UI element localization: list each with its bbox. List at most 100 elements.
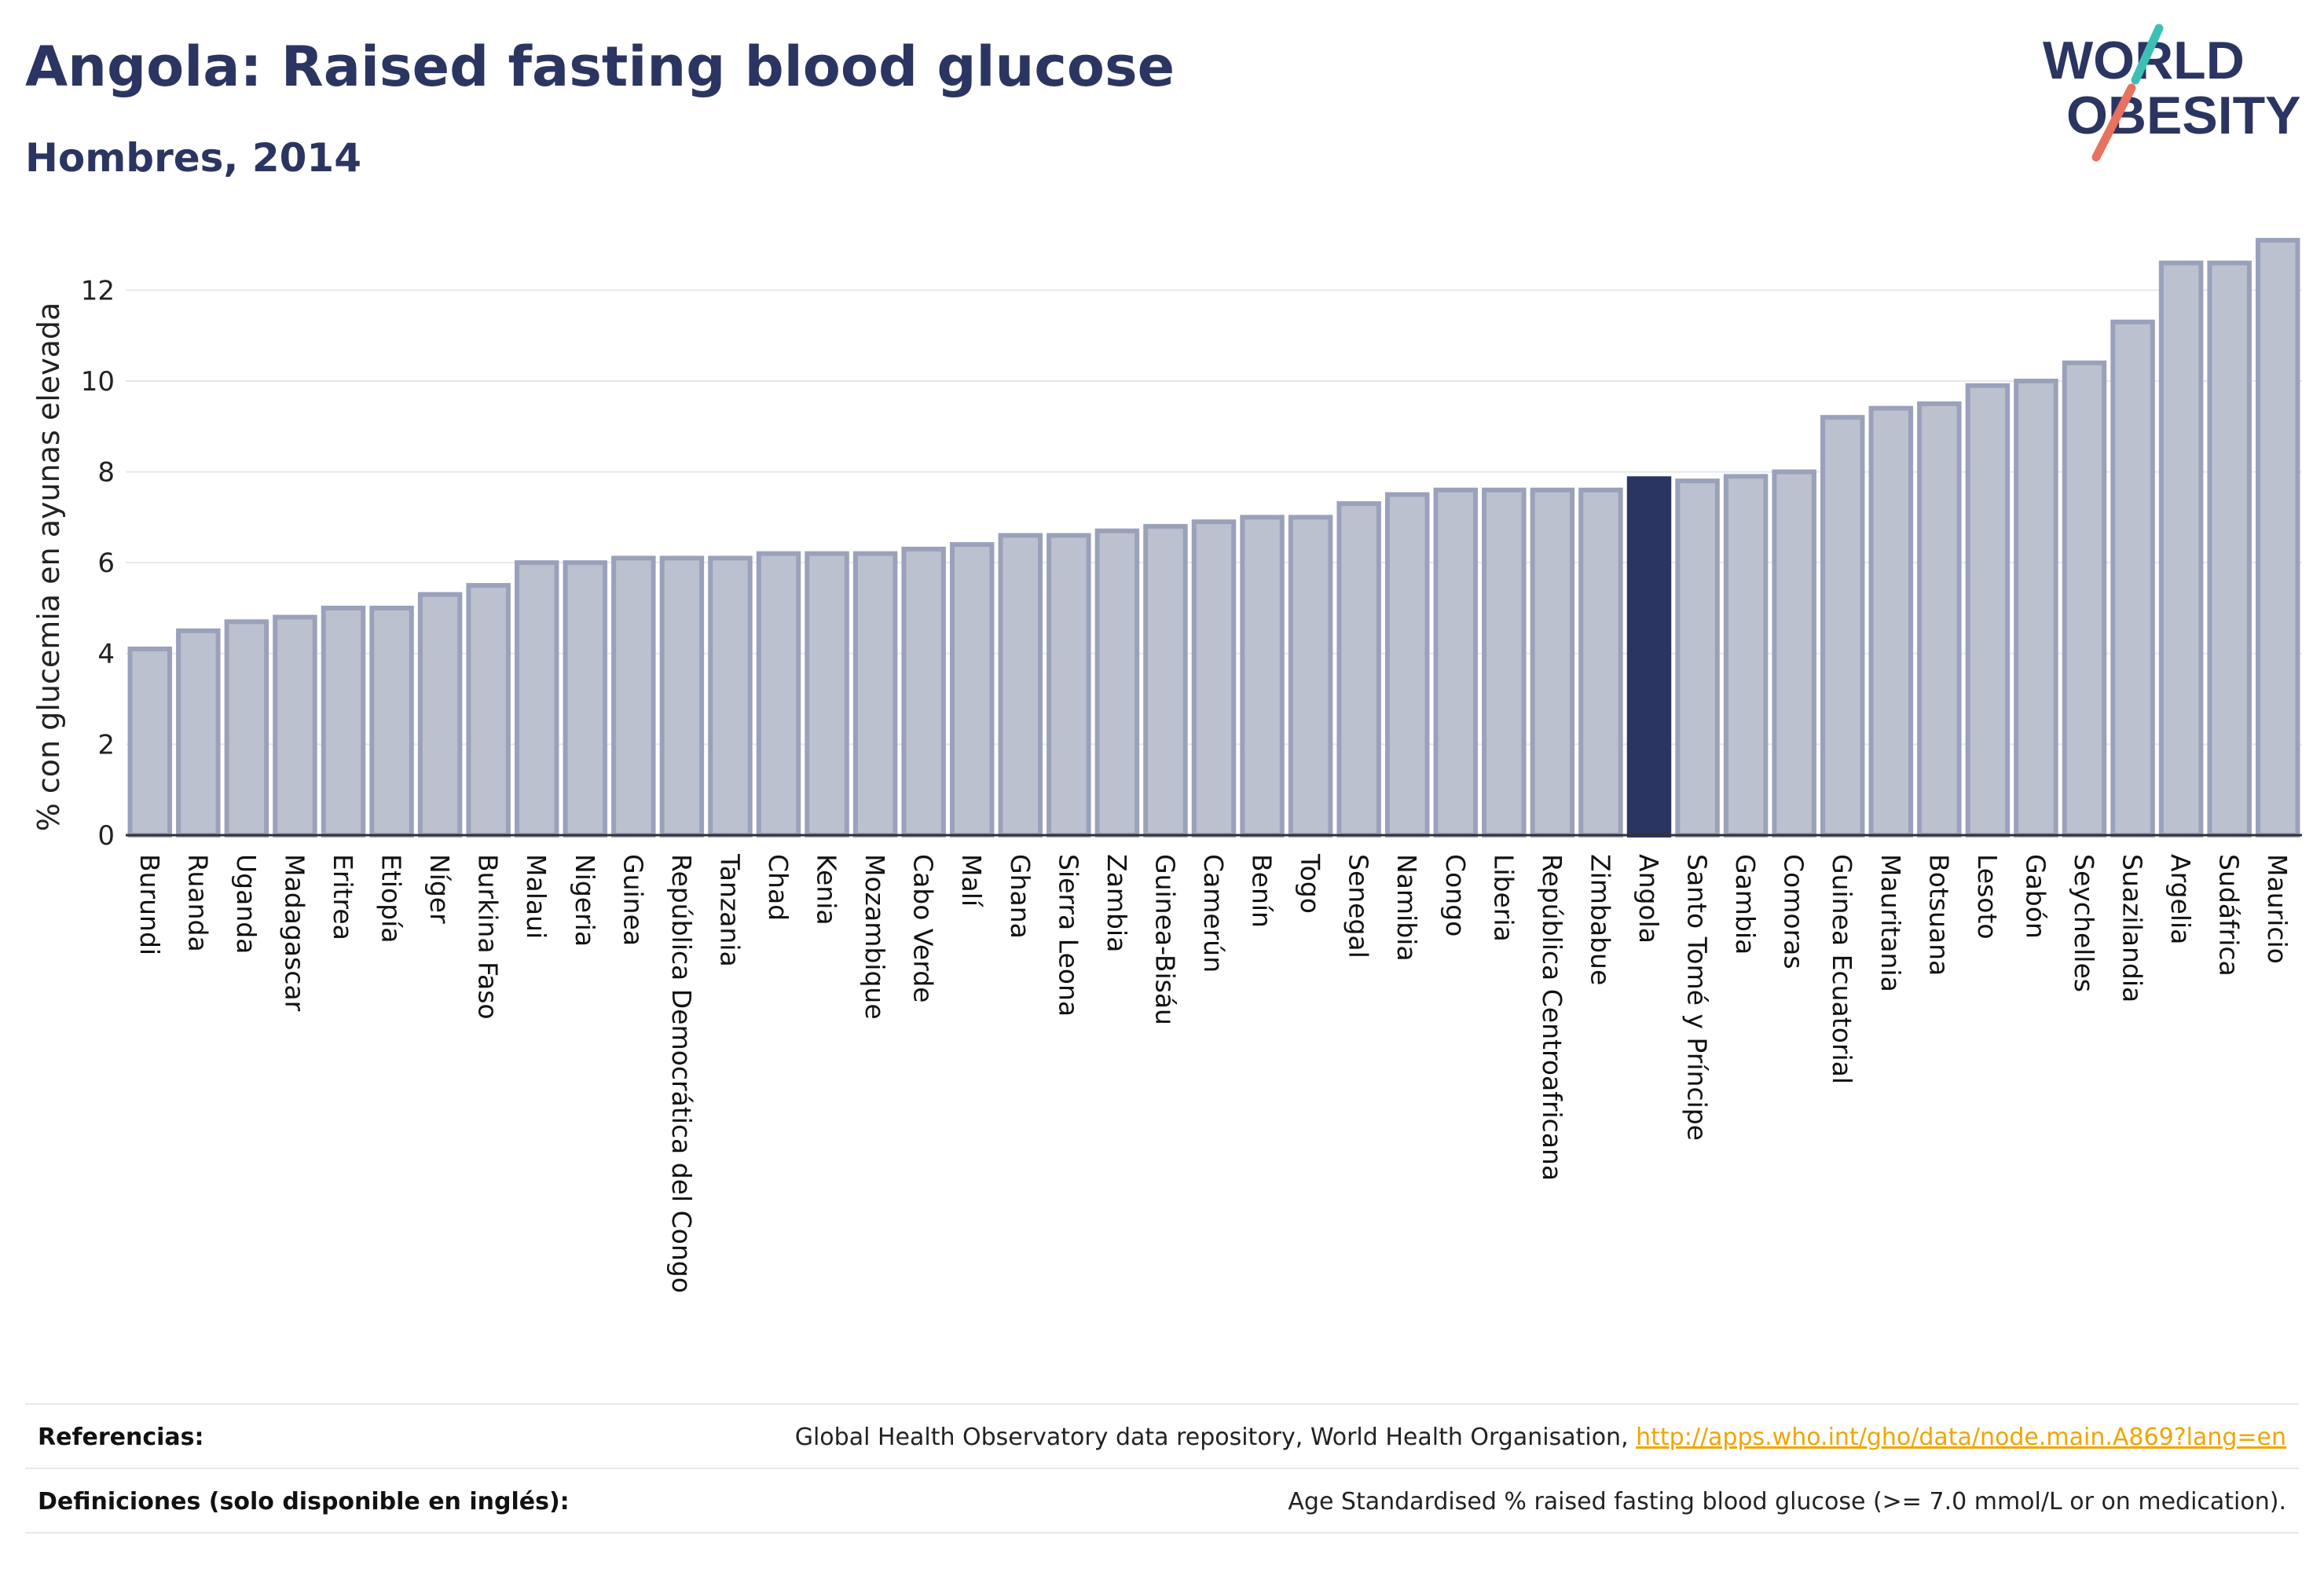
bar bbox=[852, 551, 898, 837]
x-tick-label: Lesoto bbox=[1972, 854, 2003, 940]
bar bbox=[2110, 319, 2155, 837]
y-tick-label: 10 bbox=[81, 366, 115, 398]
logo-slash-coral bbox=[2091, 83, 2136, 162]
logo-slash-teal bbox=[2131, 24, 2164, 85]
bar bbox=[1965, 383, 2011, 837]
bar bbox=[1336, 501, 1381, 838]
y-tick-label: 4 bbox=[97, 639, 115, 670]
x-tick-label: República Democrática del Congo bbox=[666, 854, 697, 1293]
x-tick-label: Congo bbox=[1440, 854, 1471, 936]
bar bbox=[1384, 492, 1430, 838]
bar bbox=[417, 592, 463, 837]
world-obesity-logo: WORLD OBESITY bbox=[2043, 24, 2301, 162]
x-tick-label: Ruanda bbox=[182, 854, 213, 952]
x-tick-label: Senegal bbox=[1343, 854, 1374, 958]
bar bbox=[1868, 405, 1914, 837]
x-tick-label: Uganda bbox=[231, 854, 262, 954]
x-tick-label: Guinea-Bisáu bbox=[1149, 854, 1180, 1025]
bar bbox=[1094, 528, 1140, 838]
x-tick-label: Ghana bbox=[1005, 854, 1036, 939]
bar bbox=[176, 628, 221, 837]
definitions-label: Definiciones (solo disponible en inglés)… bbox=[38, 1488, 570, 1516]
x-tick-label: Eritrea bbox=[328, 854, 358, 940]
y-axis-title: % con glucemia en ayunas elevada bbox=[31, 302, 66, 832]
x-tick-label: Guinea Ecuatorial bbox=[1827, 854, 1857, 1084]
bar bbox=[2207, 260, 2252, 837]
x-tick-label: Sudáfrica bbox=[2214, 854, 2245, 977]
bar bbox=[321, 605, 366, 837]
bar bbox=[611, 555, 656, 837]
references-link[interactable]: http://apps.who.int/gho/data/node.main.A… bbox=[1636, 1424, 2286, 1451]
y-tick-label: 6 bbox=[97, 548, 115, 579]
bar-chart: 0 2 4 6 8 10 12 % con glucemia en ayunas elevad… bbox=[31, 237, 2302, 1293]
y-tick-label: 8 bbox=[97, 457, 115, 489]
bar bbox=[2158, 260, 2204, 837]
references-label: Referencias: bbox=[38, 1424, 204, 1451]
chart-subtitle: Hombres, 2014 bbox=[25, 135, 361, 181]
bar bbox=[2014, 378, 2058, 837]
x-tick-label: Benín bbox=[1247, 854, 1277, 928]
x-tick-label: Mozambique bbox=[860, 854, 890, 1020]
x-tick-label: Sierra Leona bbox=[1053, 854, 1083, 1017]
bar bbox=[1675, 478, 1720, 837]
x-tick-label: Malaui bbox=[521, 854, 552, 939]
bar bbox=[998, 533, 1043, 837]
bar bbox=[659, 555, 705, 837]
y-tick-label: 12 bbox=[81, 275, 115, 306]
x-tick-label: Etiopía bbox=[376, 854, 407, 944]
x-tick-label: Chad bbox=[763, 854, 794, 921]
x-tick-label: Guinea bbox=[618, 854, 648, 946]
x-tick-label: Cabo Verde bbox=[908, 854, 939, 1002]
bar bbox=[1578, 487, 1623, 837]
x-tick-label: Burkina Faso bbox=[473, 854, 504, 1020]
bar bbox=[2255, 237, 2300, 838]
x-tick-label: Comoras bbox=[1779, 854, 1809, 969]
bar bbox=[224, 619, 269, 837]
x-tick-label: Gabón bbox=[2020, 854, 2051, 939]
definitions-value: Age Standardised % raised fasting blood … bbox=[1288, 1488, 2286, 1516]
bar bbox=[273, 614, 317, 838]
x-tick-label: Burundi bbox=[134, 854, 165, 955]
bar bbox=[1772, 469, 1816, 837]
x-tick-label: Namibia bbox=[1391, 854, 1422, 962]
x-tick-label: República Centroafricana bbox=[1537, 854, 1567, 1181]
footer-bottom-rule bbox=[25, 1532, 2299, 1534]
x-tick-label: Níger bbox=[424, 854, 455, 924]
bar bbox=[369, 605, 414, 837]
y-tick-label: 0 bbox=[97, 820, 115, 852]
bar bbox=[1433, 487, 1479, 837]
x-tick-label: Gambia bbox=[1730, 854, 1761, 955]
bar bbox=[1047, 533, 1091, 837]
x-tick-label: Santo Tomé y Príncipe bbox=[1682, 854, 1713, 1141]
references-row: Referencias: Global Health Observatory d… bbox=[25, 1403, 2299, 1468]
references-value: Global Health Observatory data repositor… bbox=[795, 1424, 2286, 1451]
bar bbox=[1240, 515, 1285, 837]
bar bbox=[805, 551, 849, 837]
bar bbox=[127, 647, 173, 837]
bar bbox=[1288, 515, 1333, 837]
x-tick-label: Kenia bbox=[812, 854, 842, 925]
bar bbox=[949, 542, 995, 837]
bar bbox=[901, 546, 946, 837]
x-tick-label: Tanzania bbox=[714, 853, 745, 967]
chart-title: Angola: Raised fasting blood glucose bbox=[25, 35, 1175, 99]
bar bbox=[514, 560, 559, 837]
x-tick-label: Suazilandia bbox=[2117, 854, 2148, 1002]
bar bbox=[1482, 487, 1527, 837]
bar bbox=[1917, 401, 1962, 837]
bar bbox=[466, 583, 511, 837]
x-tick-label: Seychelles bbox=[2069, 854, 2099, 992]
x-tick-label: Malí bbox=[956, 854, 987, 908]
bar bbox=[2062, 360, 2107, 837]
bar bbox=[563, 560, 608, 837]
x-tick-label: Togo bbox=[1295, 853, 1325, 914]
x-tick-label: Nigeria bbox=[570, 854, 600, 947]
y-tick-label: 2 bbox=[97, 729, 115, 761]
x-tick-label: Argelia bbox=[2165, 854, 2196, 944]
bar bbox=[1191, 519, 1237, 838]
bar bbox=[756, 551, 801, 837]
x-tick-label: Camerún bbox=[1198, 854, 1229, 973]
bar bbox=[1723, 474, 1769, 838]
bar bbox=[1820, 415, 1865, 837]
bar-highlight bbox=[1626, 476, 1672, 837]
